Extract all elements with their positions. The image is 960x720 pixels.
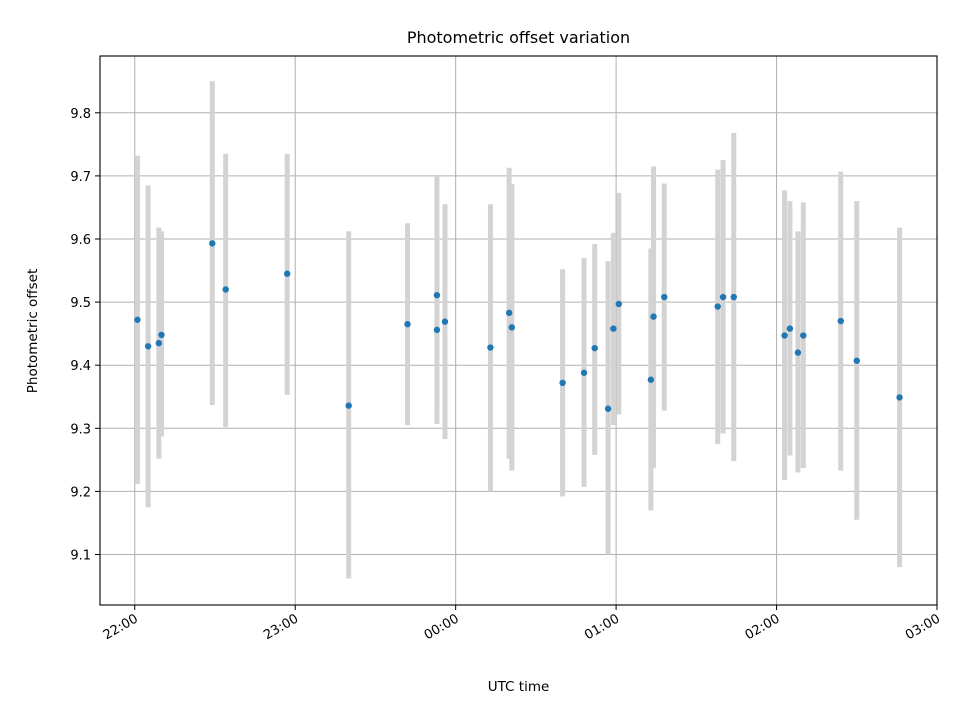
data-point [610,325,617,332]
data-point [719,293,727,301]
data-point [144,343,152,350]
data-point [209,240,216,247]
x-tick-label: 22:00 [101,611,141,643]
y-tick-label: 9.3 [70,422,91,437]
data-point [837,317,844,325]
data-point [650,313,657,320]
error-bars [134,81,903,579]
plot-frame [99,55,938,606]
data-point [794,349,802,356]
data-point [508,324,516,331]
data-point [661,293,668,301]
data-point [404,320,411,328]
x-tick-label: 00:00 [422,611,462,643]
data-point [714,303,721,310]
data-point [158,331,165,339]
data-point [591,344,598,352]
x-tick-label: 02:00 [743,611,783,643]
x-tick-label: 23:00 [261,611,301,643]
y-tick-label: 9.6 [70,233,91,248]
data-point [155,339,163,347]
data-point [896,394,903,401]
data-point [781,332,788,339]
x-tick-label: 01:00 [582,611,622,643]
data-point [441,318,449,325]
data-point [853,357,860,364]
data-point [604,405,612,412]
data-point [730,293,737,301]
data-point [800,332,807,339]
data-point [580,369,588,376]
chart-title: Photometric offset variation [407,28,630,47]
x-tick-label: 03:00 [903,611,943,643]
data-points [134,240,903,412]
data-point [433,291,441,299]
data-point [505,309,513,317]
data-point [345,402,352,409]
y-tick-label: 9.4 [70,359,91,374]
x-axis-label: UTC time [488,679,550,695]
data-point [222,286,229,293]
y-tick-label: 9.1 [70,549,91,564]
data-point [786,325,794,332]
y-axis-label: Photometric offset [25,269,41,393]
y-tick-label: 9.2 [70,485,91,500]
data-point [134,316,141,323]
data-point [283,270,291,277]
data-point [433,326,441,334]
data-point [647,376,655,383]
y-tick-label: 9.5 [70,296,91,311]
data-point [559,379,566,387]
y-tick-label: 9.7 [70,170,91,185]
data-point [487,344,494,351]
y-tick-label: 9.8 [70,107,91,122]
data-point [615,300,622,308]
